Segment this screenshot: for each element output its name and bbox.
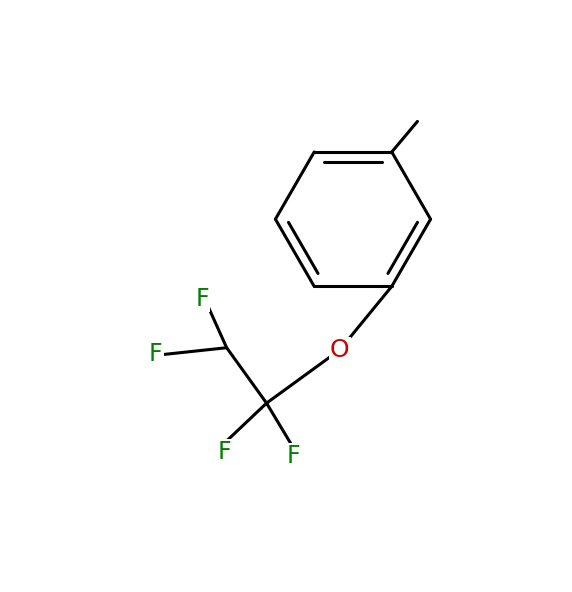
Text: F: F: [217, 440, 231, 464]
Text: O: O: [330, 338, 349, 362]
Text: F: F: [287, 445, 300, 468]
Text: F: F: [149, 342, 162, 366]
Text: F: F: [196, 287, 209, 311]
